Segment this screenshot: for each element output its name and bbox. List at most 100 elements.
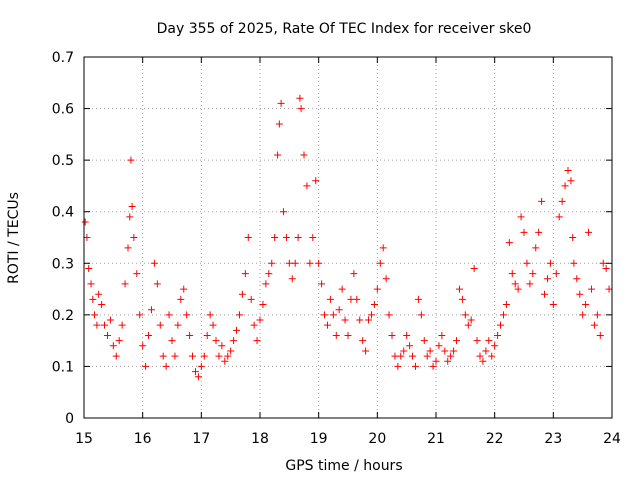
data-point: [309, 234, 317, 241]
data-point: [177, 295, 185, 303]
data-point: [139, 342, 147, 350]
data-point: [221, 357, 229, 365]
data-point: [526, 280, 534, 288]
data-point: [115, 337, 123, 345]
data-point: [411, 362, 419, 370]
data-point: [388, 331, 396, 339]
data-point: [150, 259, 158, 267]
data-point: [83, 234, 91, 241]
data-point: [546, 259, 554, 267]
y-tick-label: 0.3: [52, 256, 74, 272]
data-point: [543, 275, 551, 283]
data-point: [162, 362, 170, 370]
data-point: [485, 337, 493, 345]
data-point: [233, 326, 241, 334]
chart-title: Day 355 of 2025, Rate Of TEC Index for r…: [157, 21, 532, 37]
data-point: [87, 280, 95, 288]
y-axis-label: ROTI / TECUs: [6, 192, 22, 284]
data-point: [379, 244, 387, 252]
data-point: [171, 352, 179, 360]
data-point: [288, 275, 296, 283]
data-point: [359, 337, 367, 345]
data-point: [479, 357, 487, 365]
y-tick-label: 0.1: [52, 359, 74, 375]
data-point: [502, 301, 510, 309]
data-point: [238, 290, 246, 298]
data-point: [585, 228, 593, 236]
data-point: [297, 105, 305, 113]
data-point: [329, 311, 337, 319]
data-point: [347, 295, 355, 303]
x-tick-label: 18: [251, 431, 269, 447]
data-point: [212, 337, 220, 345]
data-point: [277, 99, 285, 107]
data-point: [420, 337, 428, 345]
data-point: [602, 264, 610, 272]
data-point: [429, 362, 437, 370]
data-point: [241, 270, 249, 278]
data-point: [573, 275, 581, 283]
data-point: [153, 280, 161, 288]
x-tick-label: 20: [368, 431, 386, 447]
data-point: [426, 347, 434, 355]
data-point: [142, 362, 150, 370]
data-point: [482, 347, 490, 355]
data-point: [391, 352, 399, 360]
data-point: [127, 156, 135, 164]
data-point: [473, 337, 481, 345]
data-point: [215, 352, 223, 360]
data-point: [508, 270, 516, 278]
data-point: [206, 311, 214, 319]
data-point: [344, 331, 352, 339]
data-point: [194, 373, 202, 381]
data-point: [382, 275, 390, 283]
data-point: [133, 270, 141, 278]
data-point: [409, 352, 417, 360]
y-tick-label: 0: [65, 411, 74, 427]
y-tick-label: 0.5: [52, 153, 74, 169]
x-tick-label: 17: [192, 431, 210, 447]
data-point: [218, 342, 226, 350]
data-point: [186, 331, 194, 339]
data-point: [514, 285, 522, 293]
data-point: [156, 321, 164, 329]
data-point: [529, 270, 537, 278]
data-point: [444, 357, 452, 365]
data-point: [549, 301, 557, 309]
x-tick-label: 21: [427, 431, 445, 447]
data-point: [488, 352, 496, 360]
data-point: [341, 316, 349, 324]
data-point: [570, 259, 578, 267]
data-point: [593, 311, 601, 319]
data-point: [569, 234, 577, 241]
data-point: [332, 331, 340, 339]
data-point: [93, 321, 101, 329]
data-point: [576, 290, 584, 298]
data-point: [262, 280, 270, 288]
data-point: [306, 259, 314, 267]
data-point: [321, 311, 329, 319]
data-point: [432, 357, 440, 365]
data-point: [385, 311, 393, 319]
data-point: [294, 234, 302, 241]
x-tick-label: 19: [310, 431, 328, 447]
data-point: [564, 166, 572, 174]
data-point: [511, 280, 519, 288]
data-point: [315, 259, 323, 267]
data-point: [491, 342, 499, 350]
data-point: [197, 362, 205, 370]
data-point: [464, 321, 472, 329]
data-point: [350, 270, 358, 278]
data-point: [406, 342, 414, 350]
data-point: [538, 197, 546, 205]
data-point: [271, 234, 279, 241]
data-point: [247, 295, 255, 303]
data-point: [338, 285, 346, 293]
data-point: [265, 270, 273, 278]
data-point: [174, 321, 182, 329]
data-point: [291, 259, 299, 267]
data-point: [250, 321, 258, 329]
data-point: [253, 337, 261, 345]
data-point: [579, 311, 587, 319]
